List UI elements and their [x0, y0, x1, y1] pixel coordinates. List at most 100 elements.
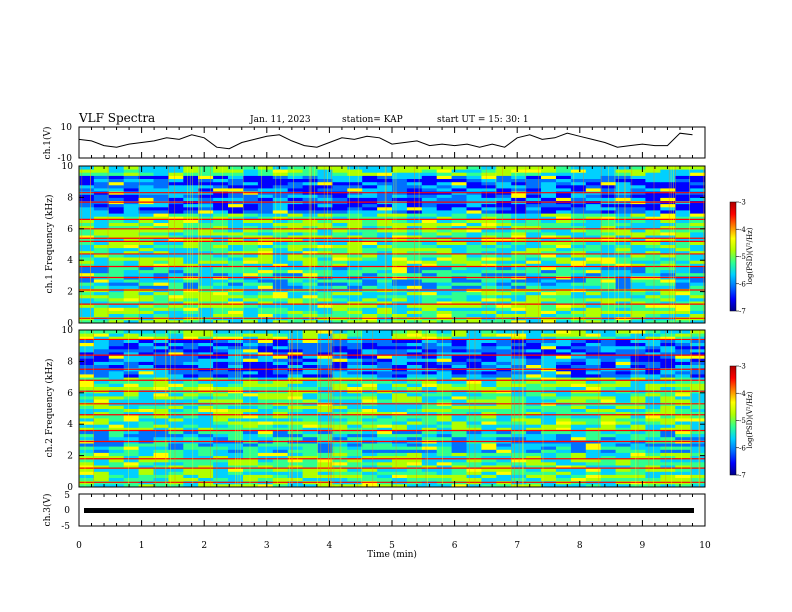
spectrogram-cell: [257, 339, 274, 343]
spectrogram-cell: [332, 304, 348, 308]
spectrogram-cell: [93, 197, 110, 201]
spectrogram-cell: [93, 263, 110, 267]
spectrogram-cell: [392, 477, 408, 482]
spectrogram-cell: [377, 399, 393, 403]
spectrogram-cell: [541, 330, 557, 334]
spectrogram-cell: [243, 222, 259, 227]
spectrogram-cell: [630, 225, 646, 230]
spectrogram-cell: [615, 206, 631, 211]
spectrogram-cell: [630, 178, 646, 183]
spectrogram-cell: [79, 279, 95, 283]
spectrogram-cell: [168, 297, 184, 302]
spectrogram-cell: [347, 395, 363, 400]
spectrogram-cell: [675, 330, 691, 334]
spectrogram-cell: [272, 352, 289, 356]
spectrogram-cell: [153, 342, 169, 347]
spectrogram-cell: [138, 279, 154, 283]
spectrogram-cell: [526, 483, 542, 488]
spectrogram-cell: [585, 364, 602, 369]
ch1-waveform-line: [78, 132, 693, 150]
spectrogram-cell: [243, 468, 259, 472]
spectrogram-cell: [406, 465, 423, 469]
spectrogram-cell: [123, 266, 140, 271]
spectrogram-cell: [79, 411, 95, 416]
spectrogram-cell: [79, 307, 95, 311]
spectrogram-cell: [570, 446, 587, 450]
spectrogram-cell: [481, 421, 497, 425]
spectrogram-cell: [213, 310, 229, 314]
spectrogram-cell: [317, 294, 333, 299]
spectrogram-cell: [615, 392, 631, 397]
spectrogram-cell: [526, 253, 542, 258]
spectrogram-cell: [168, 477, 184, 482]
spectrogram-cell: [138, 247, 154, 252]
spectrogram-cell: [272, 468, 289, 472]
spectrogram-cell: [332, 181, 348, 186]
spectrogram-cell: [451, 197, 467, 201]
spectrogram-cell: [347, 355, 363, 359]
spectrogram-cell: [436, 408, 453, 413]
spectrogram-cell: [213, 194, 229, 198]
spectrogram-cell: [377, 238, 393, 242]
spectrogram-cell: [526, 238, 542, 242]
spectrogram-cell: [362, 427, 378, 431]
spectrogram-cell: [481, 266, 497, 271]
ch2-colorbar-label: log(PSD)(V²/Hz): [746, 391, 754, 448]
spectrogram-cell: [272, 345, 289, 350]
spectrogram-cell: [481, 461, 497, 466]
spectrogram-cell: [228, 206, 244, 211]
spectrogram-cell: [451, 238, 467, 242]
spectrogram-cell: [630, 294, 646, 299]
spectrogram-cell: [496, 301, 512, 305]
spectrogram-cell: [93, 216, 110, 220]
spectrogram-cell: [541, 285, 557, 289]
spectrogram-cell: [585, 458, 602, 463]
spectrogram-cell: [183, 342, 199, 347]
spectrogram-cell: [481, 364, 497, 369]
spectrogram-cell: [496, 427, 512, 431]
spectrogram-cell: [406, 411, 423, 416]
spectrogram-cell: [377, 235, 393, 239]
spectrogram-cell: [79, 210, 95, 214]
spectrogram-cell: [153, 433, 169, 438]
spectrogram-cell: [645, 319, 661, 324]
spectrogram-cell: [183, 392, 199, 397]
spectrogram-cell: [198, 377, 214, 381]
spectrogram-cell: [421, 421, 438, 425]
spectrogram-cell: [347, 210, 363, 214]
spectrogram-cell: [153, 417, 169, 422]
spectrogram-cell: [496, 272, 512, 277]
spectrogram-cell: [392, 348, 408, 353]
spectrogram-cell: [615, 352, 631, 356]
spectrogram-cell: [421, 361, 438, 365]
spectrogram-cell: [570, 257, 587, 261]
spectrogram-cell: [541, 383, 557, 387]
spectrogram-cell: [585, 471, 602, 475]
spectrogram-cell: [317, 297, 333, 302]
spectrogram-cell: [347, 307, 363, 311]
spectrogram-cell: [198, 333, 214, 337]
spectrogram-cell: [347, 474, 363, 478]
spectrogram-cell: [272, 424, 289, 428]
spectrogram-cell: [347, 333, 363, 337]
spectrogram-cell: [570, 352, 587, 356]
spectrogram-cell: [406, 477, 423, 482]
spectrogram-cell: [585, 342, 602, 347]
spectrogram-cell: [108, 297, 125, 302]
spectrogram-cell: [436, 210, 453, 214]
spectrogram-cell: [481, 269, 497, 274]
spectrogram-cell: [541, 477, 557, 482]
spectrogram-cell: [541, 421, 557, 425]
spectrogram-cell: [257, 386, 274, 391]
spectrogram-cell: [243, 377, 259, 381]
spectrogram-cell: [496, 172, 512, 176]
spectrogram-cell: [243, 452, 259, 457]
spectrogram-cell: [377, 184, 393, 189]
spectrogram-cell: [257, 427, 274, 431]
spectrogram-cell: [421, 294, 438, 299]
spectrogram-cell: [496, 333, 512, 337]
spectrogram-cell: [466, 345, 482, 350]
spectrogram-cell: [451, 263, 467, 267]
spectrogram-cell: [168, 257, 184, 261]
y-tick-label: 6: [67, 389, 73, 399]
